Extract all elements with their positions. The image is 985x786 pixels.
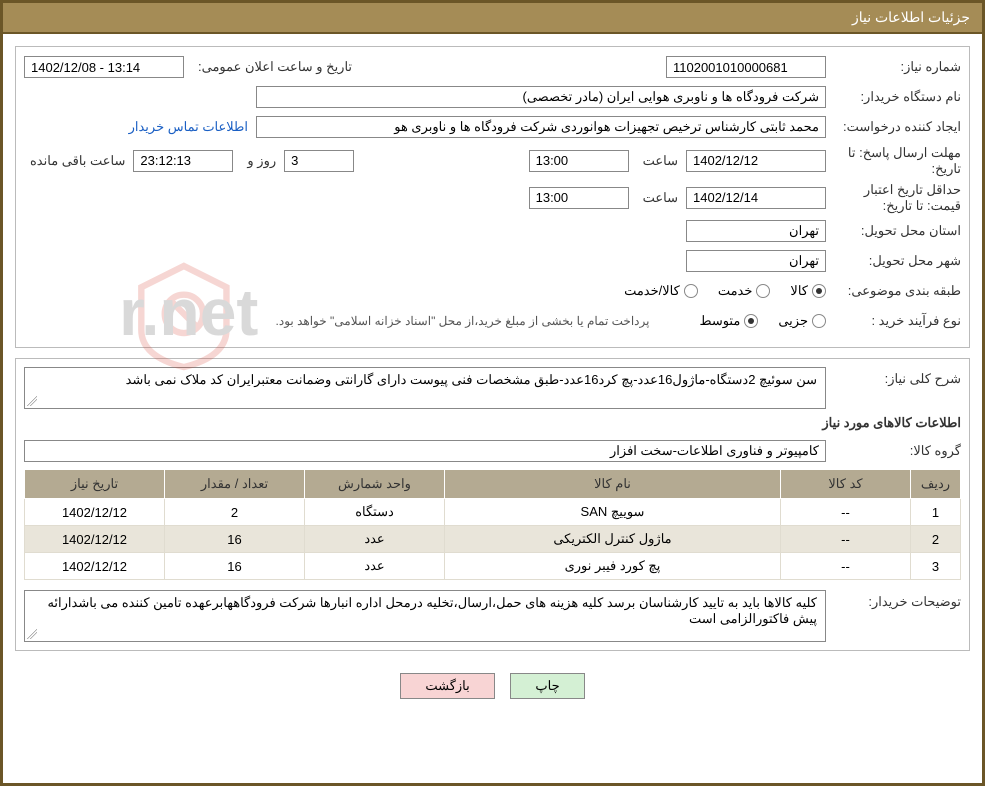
- days-and-label: روز و: [241, 153, 276, 169]
- table-cell: 1402/12/12: [25, 499, 165, 526]
- buyer-org-field: شرکت فرودگاه ها و ناوبری هوایی ایران (ما…: [256, 86, 826, 108]
- table-header: واحد شمارش: [305, 470, 445, 499]
- table-row: 2--ماژول کنترل الکتریکیعدد161402/12/12: [25, 526, 961, 553]
- announce-field: 1402/12/08 - 13:14: [24, 56, 184, 78]
- radio-icon: [812, 314, 826, 328]
- table-cell: --: [781, 553, 911, 580]
- need-details-section: شرح کلی نیاز: سن سوئیچ 2دستگاه-ماژول16عد…: [15, 358, 970, 651]
- need-desc-label: شرح کلی نیاز:: [826, 367, 961, 387]
- table-header: تعداد / مقدار: [165, 470, 305, 499]
- table-cell: --: [781, 526, 911, 553]
- buyer-note-text: کلیه کالاها باید به تایید کارشناسان برسد…: [24, 590, 826, 642]
- items-heading: اطلاعات کالاهای مورد نیاز: [24, 415, 961, 431]
- need-no-label: شماره نیاز:: [826, 59, 961, 75]
- deadline-label: مهلت ارسال پاسخ: تا تاریخ:: [826, 145, 961, 176]
- category-label: طبقه بندی موضوعی:: [826, 283, 961, 299]
- print-button[interactable]: چاپ: [510, 673, 584, 699]
- payment-note: پرداخت تمام یا بخشی از مبلغ خرید،از محل …: [276, 314, 650, 328]
- countdown-field: 23:12:13: [133, 150, 233, 172]
- province-field: تهران: [686, 220, 826, 242]
- time-label-2: ساعت: [637, 190, 678, 206]
- time-label-1: ساعت: [637, 153, 678, 169]
- deadline-time-field: 13:00: [529, 150, 629, 172]
- resize-handle-icon[interactable]: [27, 396, 37, 406]
- min-validity-label: حداقل تاریخ اعتبار قیمت: تا تاریخ:: [826, 182, 961, 213]
- page-title-bar: جزئیات اطلاعات نیاز: [3, 3, 982, 34]
- button-row: چاپ بازگشت: [15, 661, 970, 711]
- province-label: استان محل تحویل:: [826, 223, 961, 239]
- radio-icon: [812, 284, 826, 298]
- table-cell: 16: [165, 553, 305, 580]
- page-title: جزئیات اطلاعات نیاز: [852, 9, 970, 25]
- requester-field: محمد ثابتی کارشناس ترخیص تجهیزات هوانورد…: [256, 116, 826, 138]
- back-button[interactable]: بازگشت: [400, 673, 494, 699]
- table-cell: پچ کورد فیبر نوری: [445, 553, 781, 580]
- buyer-org-label: نام دستگاه خریدار:: [826, 89, 961, 105]
- buyer-note-label: توضیحات خریدار:: [826, 590, 961, 610]
- min-validity-date-field: 1402/12/14: [686, 187, 826, 209]
- items-table: ردیفکد کالانام کالاواحد شمارشتعداد / مقد…: [24, 469, 961, 580]
- table-cell: عدد: [305, 553, 445, 580]
- city-field: تهران: [686, 250, 826, 272]
- table-cell: 1402/12/12: [25, 526, 165, 553]
- buyer-contact-link[interactable]: اطلاعات تماس خریدار: [121, 119, 256, 135]
- announce-label: تاریخ و ساعت اعلان عمومی:: [192, 59, 352, 75]
- radio-icon: [744, 314, 758, 328]
- group-label: گروه کالا:: [826, 443, 961, 459]
- table-row: 3--پچ کورد فیبر نوریعدد161402/12/12: [25, 553, 961, 580]
- table-cell: 2: [165, 499, 305, 526]
- table-cell: 1: [911, 499, 961, 526]
- days-remaining-field: 3: [284, 150, 354, 172]
- radio-icon: [684, 284, 698, 298]
- radio-icon: [756, 284, 770, 298]
- deadline-date-field: 1402/12/12: [686, 150, 826, 172]
- table-header: کد کالا: [781, 470, 911, 499]
- table-cell: عدد: [305, 526, 445, 553]
- table-cell: --: [781, 499, 911, 526]
- process-label: نوع فرآیند خرید :: [826, 313, 961, 329]
- process-minor-radio[interactable]: جزیی: [778, 313, 826, 329]
- general-info-section: شماره نیاز: 1102001010000681 تاریخ و ساع…: [15, 46, 970, 348]
- table-header: ردیف: [911, 470, 961, 499]
- group-field: کامپیوتر و فناوری اطلاعات-سخت افزار: [24, 440, 826, 462]
- table-row: 1--سوییچ SANدستگاه21402/12/12: [25, 499, 961, 526]
- resize-handle-icon[interactable]: [27, 629, 37, 639]
- category-service-radio[interactable]: خدمت: [718, 283, 771, 299]
- table-header: نام کالا: [445, 470, 781, 499]
- table-cell: 16: [165, 526, 305, 553]
- table-cell: دستگاه: [305, 499, 445, 526]
- table-cell: 2: [911, 526, 961, 553]
- table-cell: ماژول کنترل الکتریکی: [445, 526, 781, 553]
- table-cell: 1402/12/12: [25, 553, 165, 580]
- requester-label: ایجاد کننده درخواست:: [826, 119, 961, 135]
- category-goods-service-radio[interactable]: کالا/خدمت: [624, 283, 698, 299]
- table-cell: 3: [911, 553, 961, 580]
- table-cell: سوییچ SAN: [445, 499, 781, 526]
- remaining-label: ساعت باقی مانده: [24, 153, 125, 169]
- need-no-field: 1102001010000681: [666, 56, 826, 78]
- min-validity-time-field: 13:00: [529, 187, 629, 209]
- need-desc-text: سن سوئیچ 2دستگاه-ماژول16عدد-پچ کرد16عدد-…: [24, 367, 826, 409]
- table-header: تاریخ نیاز: [25, 470, 165, 499]
- city-label: شهر محل تحویل:: [826, 253, 961, 269]
- process-medium-radio[interactable]: متوسط: [699, 313, 758, 329]
- category-goods-radio[interactable]: کالا: [790, 283, 826, 299]
